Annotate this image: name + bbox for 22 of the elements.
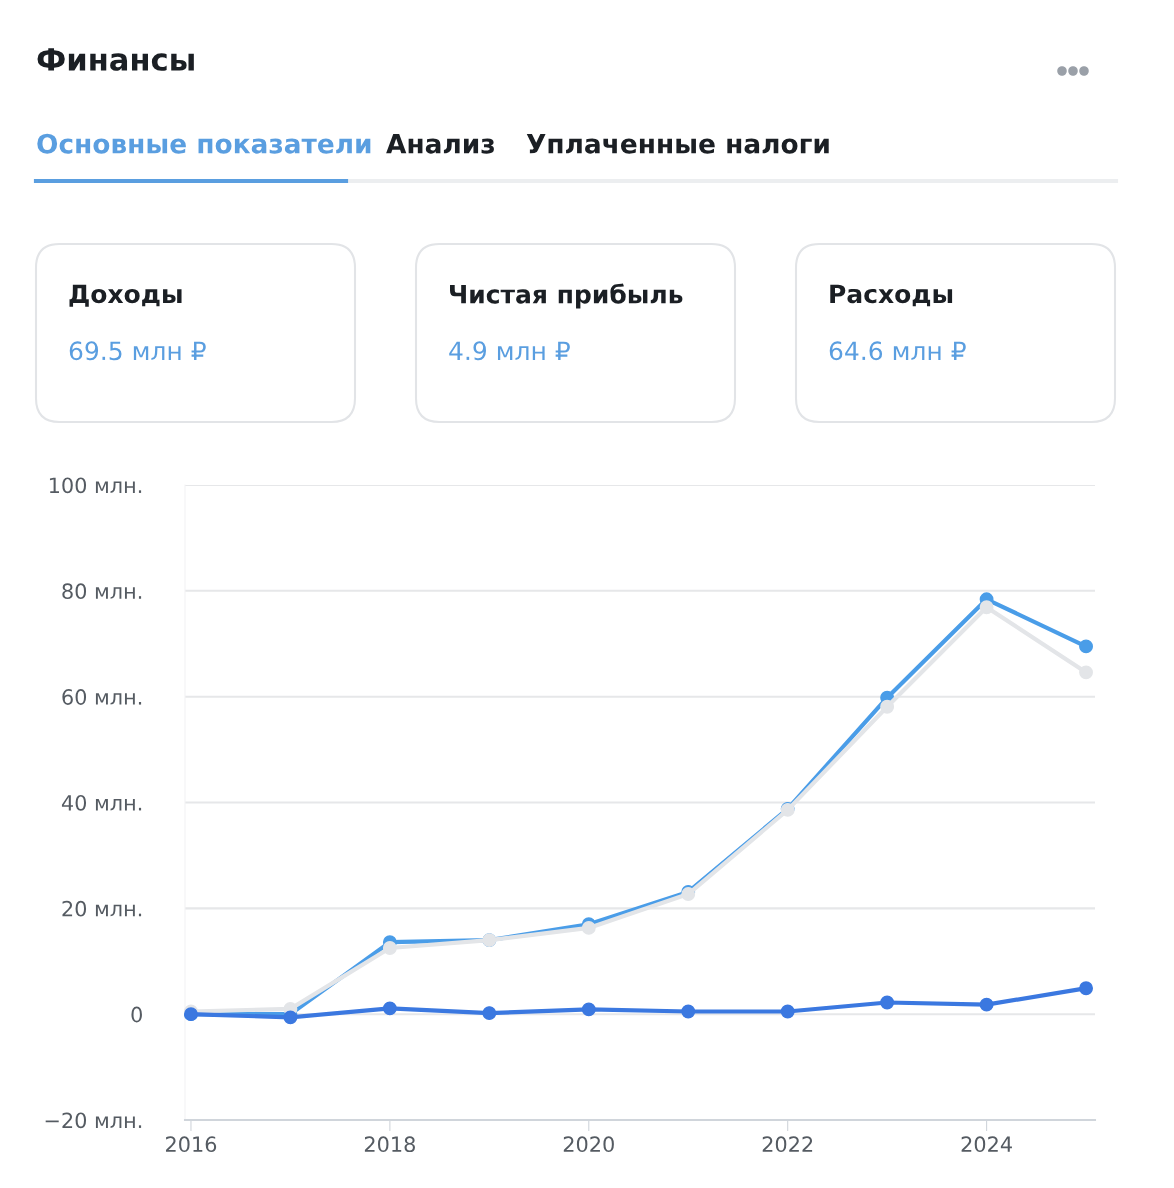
y-tick-label: −20 млн. [45, 1112, 142, 1129]
text: Основные показатели [37, 133, 371, 154]
y-tick-label: 60 млн. [62, 689, 142, 705]
x-tick-label: 2024 [961, 1136, 1012, 1153]
text: 4.9 млн ₽ [449, 341, 570, 361]
text: 64.6 млн ₽ [829, 341, 966, 361]
x-tick-label: 2022 [762, 1136, 813, 1153]
y-tick-label: 100 млн. [49, 477, 142, 494]
y-tick-label: 20 млн. [62, 900, 142, 917]
text: Анализ [386, 134, 494, 154]
x-tick-label: 2018 [364, 1136, 415, 1153]
x-tick-label: 2016 [165, 1136, 217, 1153]
x-tick-label: 2020 [563, 1136, 614, 1153]
y-tick-label: 40 млн. [61, 794, 142, 811]
y-tick-label: 80 млн. [62, 583, 142, 600]
text: Расходы [830, 284, 953, 307]
text: Финансы [37, 48, 194, 71]
y-tick-label: 0 [131, 1006, 142, 1023]
text: Уплаченные налоги [526, 134, 829, 154]
text: Доходы [69, 284, 182, 307]
text: Чистая прибыль [450, 283, 683, 309]
text: 69.5 млн ₽ [69, 341, 206, 361]
